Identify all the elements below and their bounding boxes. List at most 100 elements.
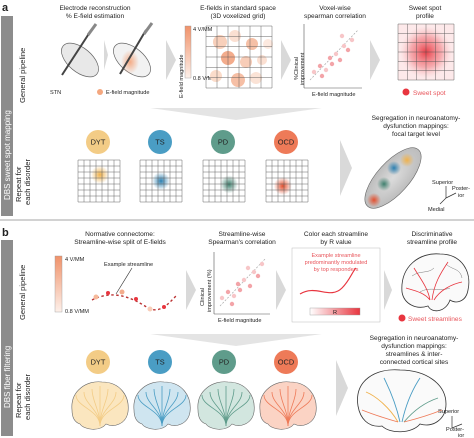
a-step2-title-2: (3D voxelized grid)	[211, 13, 266, 20]
disorder-sweet-spot	[90, 165, 109, 184]
b-step3-title-2: by R value	[320, 239, 351, 246]
a-step3-fit	[309, 29, 359, 81]
b-step2-yaxis-label-1: Clinical	[200, 288, 206, 306]
a-step4-sweet-spot-grid	[397, 23, 455, 81]
b-step1-scale-top: 4 V/MM	[65, 257, 85, 263]
a-step2-title-1: E-fields in standard space	[200, 5, 276, 12]
a-disorders-row: DYT TS PD OCD	[77, 130, 309, 203]
b-arrow-3	[384, 270, 392, 310]
b-summary-3: streamlines & inter-	[386, 351, 443, 358]
disorder-streamline	[287, 394, 313, 427]
a-step2-voxel-grid	[205, 25, 273, 89]
panel-b-row2-label-1: Repeat for	[14, 382, 23, 418]
a-summary-2: dysfunction mappings:	[383, 123, 449, 130]
scatter-dot	[237, 287, 243, 293]
b-orient-posterior-2: ior	[458, 433, 464, 438]
disorder-badge	[274, 350, 298, 374]
a-step1-legend: E-field magnitude	[106, 90, 150, 96]
scatter-dot	[235, 281, 241, 287]
panel-b-side-label: DBS fiber filtering	[3, 346, 12, 408]
a-arrow-4	[340, 140, 352, 196]
disorder-grid	[77, 159, 121, 203]
panel-b-row2-label-2: each disorder	[23, 374, 32, 420]
b-step3-note-1: Example streamline	[311, 253, 360, 259]
panel-b-side-bar	[1, 240, 13, 436]
a-orientation-axes	[439, 186, 457, 205]
disorder-badge	[212, 350, 236, 374]
b-step1-title-2: Streamline-wise split of E-fields	[74, 239, 166, 246]
disorder-badge	[86, 350, 110, 374]
scatter-dot	[345, 47, 351, 53]
scatter-dot	[329, 61, 335, 67]
disorder-label: TS	[155, 138, 165, 147]
a-step2-scale	[184, 25, 192, 79]
b-step2-fit	[219, 257, 267, 307]
scatter-dot	[259, 261, 265, 267]
disorder-badge	[274, 130, 298, 154]
a-step3-title-1: Voxel-wise	[319, 5, 351, 12]
scatter-dot	[229, 301, 235, 307]
a-step4-title-1: Sweet spot	[409, 5, 442, 12]
disorder-grid	[202, 159, 246, 203]
scatter-dot	[241, 277, 247, 283]
disorder-grid	[139, 159, 183, 203]
a-down-chevron	[150, 108, 322, 120]
b-step2-title-1: Streamline-wise	[219, 231, 266, 238]
scatter-dot	[225, 289, 231, 295]
disorder-label: DYT	[91, 358, 106, 367]
disorder-label: OCD	[278, 358, 294, 367]
disorder-grid	[265, 159, 309, 203]
a-orient-medial: Medial	[428, 207, 444, 213]
b-orient-superior: Superior	[438, 409, 459, 415]
a-step1-electrode-left	[61, 23, 99, 78]
disorder-sweet-spot	[152, 172, 170, 190]
scatter-dot	[231, 293, 237, 299]
scatter-dot	[323, 67, 329, 73]
b-orientation-axes	[451, 416, 463, 429]
a-summary-target-ellipse	[364, 147, 422, 209]
disorder-sweet-spot	[273, 177, 292, 196]
disorder-streamline	[161, 394, 187, 427]
b-summary-4: connected cortical sites	[380, 359, 449, 366]
disorder-label: PD	[219, 358, 229, 367]
b-step4-legend-dot	[398, 314, 406, 322]
panel-a-row2-label-1: Repeat for	[14, 166, 23, 202]
b-step4-legend: Sweet streamlines	[408, 316, 463, 323]
a-step1-title-1: Electrode reconstruction	[59, 5, 130, 12]
b-step4-title-2: streamline profile	[407, 239, 458, 246]
b-step3-r: R	[333, 310, 337, 316]
a-step4-title-2: profile	[416, 13, 434, 20]
b-summary-brain	[357, 369, 447, 433]
a-orient-superior: Superior	[432, 180, 453, 186]
a-step1-arrow	[104, 40, 108, 70]
a-step3-scatter	[311, 33, 355, 79]
scatter-dot	[339, 33, 345, 39]
b-step1-streamline	[91, 289, 177, 312]
a-step4-legend-dot	[402, 88, 410, 96]
scatter-dot	[219, 295, 225, 301]
a-arrow-2	[281, 40, 291, 80]
b-step1-title-1: Normative connectome:	[85, 231, 155, 238]
b-summary-2: dysfunction mappings:	[381, 343, 447, 350]
scatter-dot	[319, 73, 325, 79]
b-step1-pointer	[115, 267, 133, 295]
b-arrow-1	[186, 270, 196, 310]
a-arrow-3	[370, 40, 380, 80]
disorder-badge	[211, 130, 235, 154]
panel-a-row1-label: General pipeline	[18, 48, 27, 103]
disorder-label: TS	[155, 358, 165, 367]
a-step3-title-2: spearman correlation	[304, 13, 366, 20]
scatter-dot	[245, 265, 251, 271]
b-summary-1: Segregation in neuroanatomy-	[370, 335, 459, 342]
scatter-dot	[317, 63, 323, 69]
b-step3-note-3: by top responders	[314, 267, 359, 273]
b-step2-scatter	[219, 261, 265, 307]
b-arrow-4	[336, 360, 348, 416]
disorder-label: PD	[218, 138, 228, 147]
b-step4-title-1: Discriminative	[411, 231, 452, 238]
a-step2-scale-top: 4 V/MM	[193, 27, 213, 33]
scatter-dot	[311, 69, 317, 75]
a-step1-title-2: % E-field estimation	[66, 13, 125, 20]
